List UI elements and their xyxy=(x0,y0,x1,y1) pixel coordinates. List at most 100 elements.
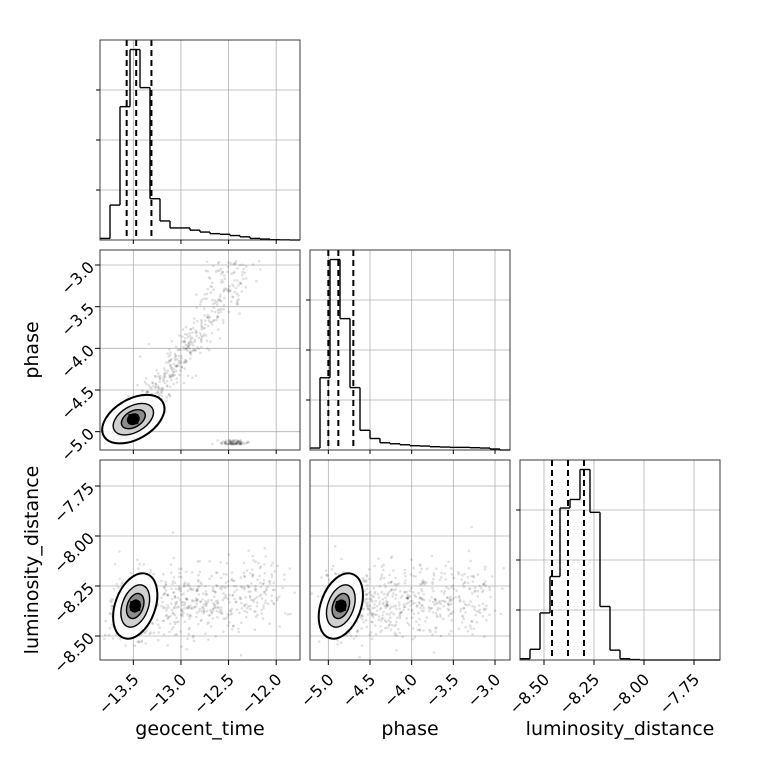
scatter-point-phase_luminosity_distance xyxy=(371,615,375,619)
scatter-point-geocent_time_phase xyxy=(186,374,190,378)
scatter-point-geocent_time_luminosity_distance xyxy=(192,588,195,591)
scatter-point-geocent_time_phase xyxy=(200,340,203,344)
scatter-point-phase_luminosity_distance xyxy=(403,591,407,594)
contour-layer xyxy=(101,393,364,640)
scatter-point-geocent_time_luminosity_distance xyxy=(278,625,282,628)
scatter-point-geocent_time_phase xyxy=(235,439,239,443)
scatter-point-geocent_time_luminosity_distance xyxy=(214,606,218,609)
scatter-point-phase_luminosity_distance xyxy=(451,610,455,613)
scatter-point-phase_luminosity_distance xyxy=(469,559,473,563)
scatter-point-geocent_time_phase xyxy=(196,319,199,323)
scatter-point-phase_luminosity_distance xyxy=(327,578,331,581)
scatter-point-geocent_time_luminosity_distance xyxy=(198,559,201,563)
scatter-point-phase_luminosity_distance xyxy=(400,610,403,614)
scatter-point-phase_luminosity_distance xyxy=(365,587,369,591)
scatter-point-geocent_time_luminosity_distance xyxy=(250,582,253,585)
scatter-point-phase_luminosity_distance xyxy=(469,627,473,630)
scatter-point-geocent_time_phase xyxy=(227,442,231,446)
scatter-point-phase_luminosity_distance xyxy=(499,612,503,616)
scatter-point-geocent_time_phase xyxy=(222,303,226,307)
scatter-point-phase_luminosity_distance xyxy=(392,592,395,595)
scatter-point-geocent_time_luminosity_distance xyxy=(195,611,199,614)
scatter-point-geocent_time_phase xyxy=(232,442,235,446)
scatter-point-geocent_time_luminosity_distance xyxy=(177,567,181,571)
scatter-point-phase_luminosity_distance xyxy=(442,592,446,595)
scatter-point-geocent_time_luminosity_distance xyxy=(272,602,276,606)
scatter-point-phase_luminosity_distance xyxy=(388,573,391,577)
scatter-point-geocent_time_luminosity_distance xyxy=(289,612,292,616)
scatter-point-phase_luminosity_distance xyxy=(443,572,447,575)
scatter-point-geocent_time_luminosity_distance xyxy=(178,571,181,575)
scatter-point-geocent_time_phase xyxy=(162,376,165,380)
scatter-point-geocent_time_luminosity_distance xyxy=(185,606,188,610)
scatter-point-geocent_time_luminosity_distance xyxy=(247,585,251,589)
scatter-point-phase_luminosity_distance xyxy=(443,589,447,593)
scatter-point-phase_luminosity_distance xyxy=(421,579,425,582)
scatter-point-phase_luminosity_distance xyxy=(374,599,378,603)
scatter-point-geocent_time_phase xyxy=(206,269,209,273)
ytick-label-phase-4: −5.0 xyxy=(57,424,98,465)
scatter-point-geocent_time_luminosity_distance xyxy=(200,618,203,622)
scatter-point-geocent_time_luminosity_distance xyxy=(168,630,171,634)
scatter-point-geocent_time_luminosity_distance xyxy=(182,585,186,589)
scatter-point-phase_luminosity_distance xyxy=(456,571,460,574)
scatter-point-phase_luminosity_distance xyxy=(483,608,486,612)
scatter-point-phase_luminosity_distance xyxy=(363,589,367,593)
scatter-point-geocent_time_luminosity_distance xyxy=(222,630,225,633)
scatter-point-phase_luminosity_distance xyxy=(336,643,339,646)
scatter-point-phase_luminosity_distance xyxy=(402,603,406,606)
scatter-point-phase_luminosity_distance xyxy=(420,580,424,584)
scatter-point-geocent_time_luminosity_distance xyxy=(228,613,231,617)
scatter-point-geocent_time_luminosity_distance xyxy=(213,603,216,606)
scatter-point-geocent_time_phase xyxy=(214,270,218,273)
scatter-point-geocent_time_luminosity_distance xyxy=(230,611,233,615)
scatter-point-geocent_time_luminosity_distance xyxy=(177,588,180,591)
scatter-point-geocent_time_phase xyxy=(231,295,234,298)
scatter-point-phase_luminosity_distance xyxy=(474,589,477,593)
scatter-point-phase_luminosity_distance xyxy=(446,602,450,606)
scatter-point-geocent_time_luminosity_distance xyxy=(211,617,215,620)
scatter-point-geocent_time_phase xyxy=(199,338,203,342)
scatter-point-geocent_time_phase xyxy=(186,333,189,337)
scatter-point-geocent_time_luminosity_distance xyxy=(216,605,220,609)
scatter-point-phase_luminosity_distance xyxy=(417,623,421,627)
scatter-point-geocent_time_luminosity_distance xyxy=(182,592,185,595)
scatter-point-geocent_time_luminosity_distance xyxy=(250,598,253,602)
scatter-point-geocent_time_phase xyxy=(236,442,239,446)
scatter-point-phase_luminosity_distance xyxy=(381,617,385,620)
scatter-point-phase_luminosity_distance xyxy=(362,607,366,611)
scatter-point-phase_luminosity_distance xyxy=(402,608,405,611)
scatter-point-geocent_time_luminosity_distance xyxy=(267,580,271,583)
scatter-point-phase_luminosity_distance xyxy=(432,572,436,575)
scatter-point-geocent_time_phase xyxy=(156,391,160,395)
scatter-point-phase_luminosity_distance xyxy=(383,626,387,630)
scatter-point-phase_luminosity_distance xyxy=(431,587,434,590)
scatter-point-phase_luminosity_distance xyxy=(421,581,425,585)
scatter-point-phase_luminosity_distance xyxy=(387,624,391,627)
scatter-point-phase_luminosity_distance xyxy=(422,629,425,632)
scatter-point-geocent_time_phase xyxy=(154,386,157,389)
scatter-point-geocent_time_luminosity_distance xyxy=(209,610,213,614)
scatter-point-geocent_time_luminosity_distance xyxy=(165,593,169,597)
scatter-point-phase_luminosity_distance xyxy=(405,617,409,620)
scatter-point-geocent_time_phase xyxy=(170,340,174,343)
scatter-point-geocent_time_phase xyxy=(160,392,163,395)
xtick-label-geocent_time-0: −13.5 xyxy=(95,670,143,718)
scatter-point-geocent_time_luminosity_distance xyxy=(184,581,187,584)
scatter-point-phase_luminosity_distance xyxy=(449,629,453,633)
scatter-point-phase_luminosity_distance xyxy=(408,595,412,598)
scatter-point-phase_luminosity_distance xyxy=(380,575,383,579)
scatter-point-phase_luminosity_distance xyxy=(433,597,437,601)
scatter-point-phase_luminosity_distance xyxy=(436,601,440,605)
scatter-point-phase_luminosity_distance xyxy=(392,612,396,616)
scatter-point-geocent_time_phase xyxy=(213,301,217,305)
scatter-point-geocent_time_luminosity_distance xyxy=(277,595,281,598)
scatter-point-phase_luminosity_distance xyxy=(379,577,383,581)
scatter-point-geocent_time_luminosity_distance xyxy=(173,622,177,626)
scatter-point-geocent_time_phase xyxy=(168,364,172,368)
scatter-point-phase_luminosity_distance xyxy=(317,640,321,643)
scatter-point-phase_luminosity_distance xyxy=(481,583,485,586)
scatter-point-geocent_time_luminosity_distance xyxy=(247,549,250,552)
scatter-point-phase_luminosity_distance xyxy=(389,628,393,631)
